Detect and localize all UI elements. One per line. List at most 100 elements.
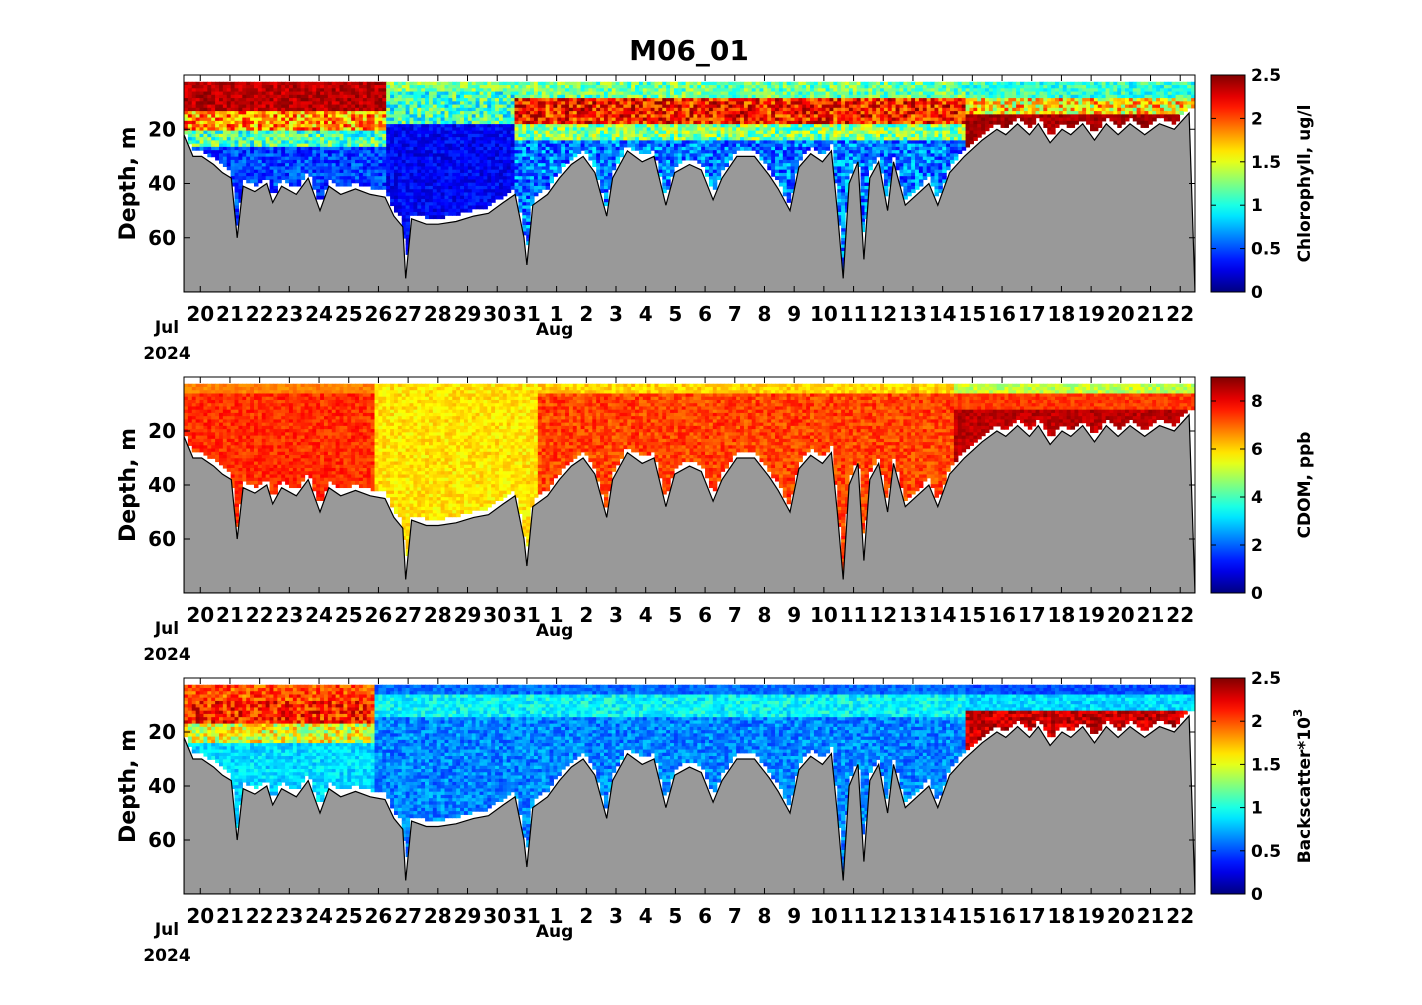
xtick-label: 26 [365, 603, 393, 627]
xtick-label: 29 [454, 603, 482, 627]
xtick-label: 5 [668, 603, 682, 627]
xtick-label: 13 [899, 904, 927, 928]
colorbar-tick-label: 1.5 [1251, 755, 1281, 775]
xtick-label: 19 [1077, 603, 1105, 627]
year-label: 2024 [143, 344, 190, 364]
xtick-label: 9 [787, 603, 801, 627]
xtick-label: 20 [186, 904, 214, 928]
colorbar-tick-label: 0.5 [1251, 240, 1281, 260]
xtick-label: 31 [513, 302, 541, 326]
xtick-label: 21 [216, 302, 244, 326]
xtick-label: 18 [1048, 904, 1076, 928]
month-label-jul: Jul [154, 920, 179, 940]
xtick-label: 9 [787, 302, 801, 326]
colorbar-tick-label: 2 [1251, 712, 1263, 732]
xtick-label: 2 [579, 904, 593, 928]
year-label: 2024 [143, 946, 190, 966]
xtick-label: 24 [305, 302, 333, 326]
xtick-label: 21 [1137, 904, 1165, 928]
colorbar-tick-label: 0.5 [1251, 842, 1281, 862]
xtick-label: 10 [810, 302, 838, 326]
xtick-label: 31 [513, 904, 541, 928]
xtick-label: 22 [1166, 603, 1194, 627]
xtick-label: 18 [1048, 603, 1076, 627]
colorbar-tick-label: 8 [1251, 392, 1263, 412]
xtick-label: 22 [246, 904, 274, 928]
xtick-label: 17 [1018, 904, 1046, 928]
xtick-label: 15 [958, 904, 986, 928]
xtick-label: 23 [275, 904, 303, 928]
xtick-label: 16 [988, 904, 1016, 928]
xtick-label: 19 [1077, 904, 1105, 928]
xtick-label: 30 [483, 603, 511, 627]
xtick-label: 19 [1077, 302, 1105, 326]
xtick-label: 10 [810, 603, 838, 627]
colorbar-tick-label: 1 [1251, 196, 1263, 216]
seabed-bbp [184, 714, 1195, 894]
xtick-label: 28 [424, 904, 452, 928]
xtick-label: 24 [305, 603, 333, 627]
xtick-label: 20 [1107, 603, 1135, 627]
month-label-aug: Aug [536, 621, 573, 641]
xtick-label: 26 [365, 302, 393, 326]
colorbar-tick-label: 2.5 [1251, 66, 1281, 86]
xtick-label: 1 [550, 603, 564, 627]
y-axis-label: Depth, m [116, 428, 141, 542]
xtick-label: 14 [929, 603, 957, 627]
colorbar-tick-label: 1 [1251, 799, 1263, 819]
xtick-label: 21 [1137, 302, 1165, 326]
xtick-label: 1 [550, 302, 564, 326]
xtick-label: 6 [698, 603, 712, 627]
month-label-aug: Aug [536, 320, 573, 340]
xtick-label: 2 [579, 302, 593, 326]
xtick-label: 16 [988, 302, 1016, 326]
ytick-label: 20 [148, 419, 176, 443]
xtick-label: 28 [424, 302, 452, 326]
xtick-label: 29 [454, 904, 482, 928]
ytick-label: 40 [148, 172, 176, 196]
xtick-label: 22 [1166, 904, 1194, 928]
xtick-label: 21 [216, 904, 244, 928]
xtick-label: 22 [1166, 302, 1194, 326]
ytick-label: 60 [148, 226, 176, 250]
xtick-label: 17 [1018, 603, 1046, 627]
colorbar-tick-label: 2 [1251, 536, 1263, 556]
xtick-label: 4 [639, 904, 653, 928]
xtick-label: 29 [454, 302, 482, 326]
colorbar-tick-label: 1.5 [1251, 153, 1281, 173]
xtick-label: 22 [246, 603, 274, 627]
colorbar-tick-label: 4 [1251, 488, 1263, 508]
xtick-label: 7 [728, 603, 742, 627]
xtick-label: 2 [579, 603, 593, 627]
xtick-label: 7 [728, 904, 742, 928]
xtick-label: 22 [246, 302, 274, 326]
colorbar-tick-label: 2 [1251, 109, 1263, 129]
xtick-label: 8 [758, 302, 772, 326]
xtick-label: 15 [958, 302, 986, 326]
xtick-label: 27 [394, 603, 422, 627]
xtick-label: 1 [550, 904, 564, 928]
colorbar [1210, 74, 1246, 293]
y-axis-label: Depth, m [116, 126, 141, 240]
xtick-label: 11 [840, 904, 868, 928]
xtick-label: 17 [1018, 302, 1046, 326]
heatmap-cdom [184, 377, 1195, 593]
colorbar-title-superscript: 3 [1291, 709, 1305, 717]
xtick-label: 18 [1048, 302, 1076, 326]
xtick-label: 6 [698, 904, 712, 928]
heatmap-bbp [184, 678, 1195, 894]
xtick-label: 25 [335, 904, 363, 928]
seabed-cdom [184, 413, 1195, 593]
xtick-label: 13 [899, 603, 927, 627]
xtick-label: 11 [840, 603, 868, 627]
xtick-label: 9 [787, 904, 801, 928]
xtick-label: 8 [758, 603, 772, 627]
xtick-label: 30 [483, 904, 511, 928]
xtick-label: 28 [424, 603, 452, 627]
xtick-label: 5 [668, 302, 682, 326]
xtick-label: 14 [929, 904, 957, 928]
seabed-chl [184, 111, 1195, 292]
